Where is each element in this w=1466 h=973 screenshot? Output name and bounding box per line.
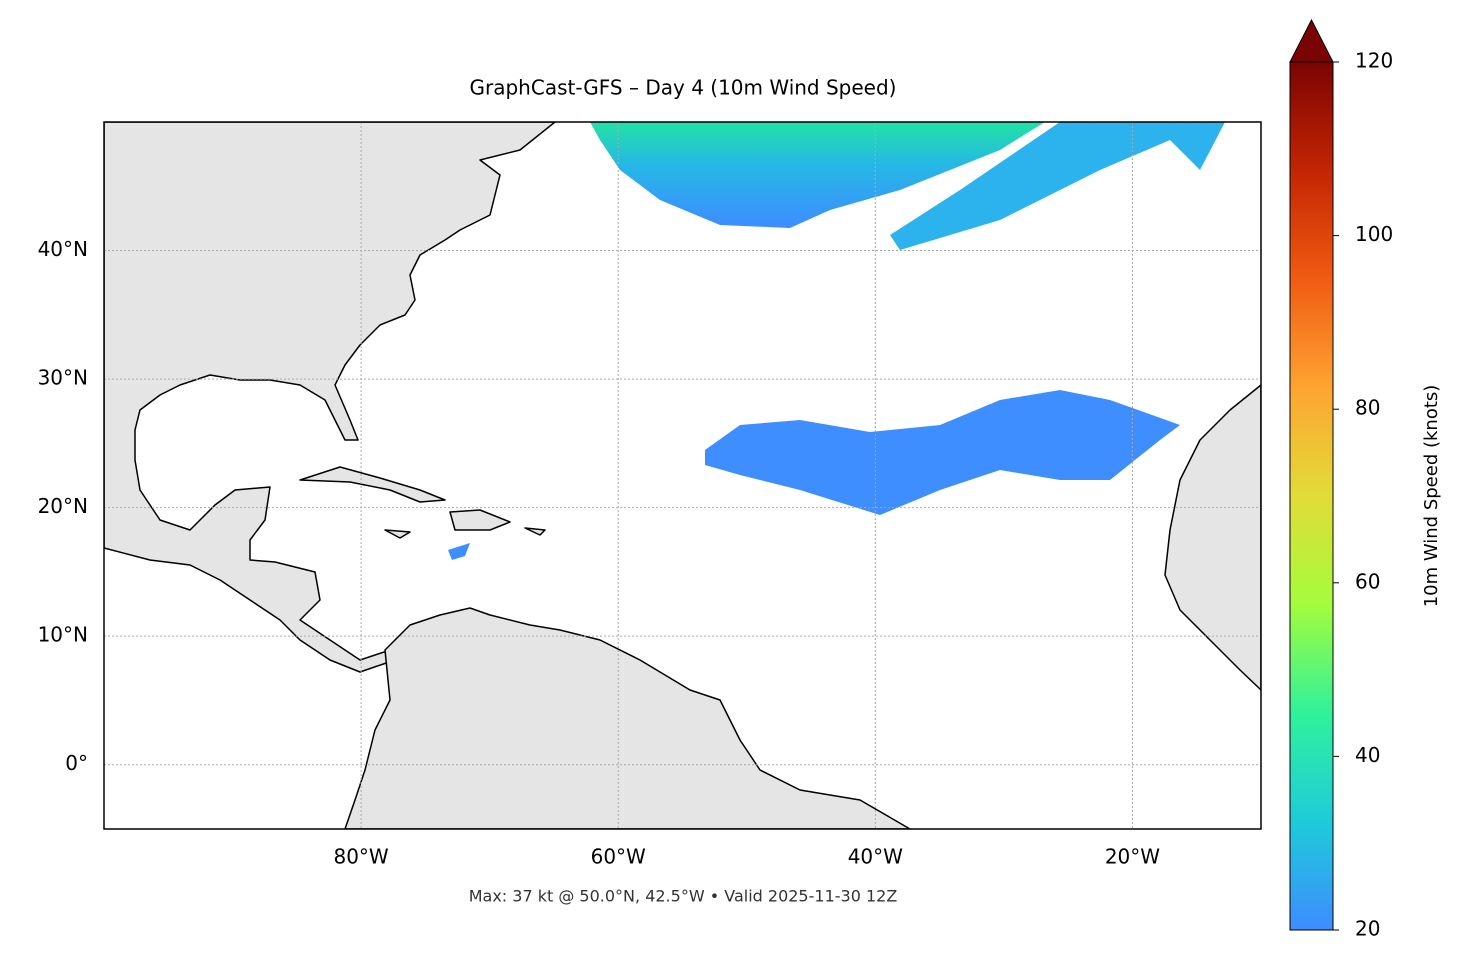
x-tick-label: 40°W [848,845,903,869]
grid [104,122,1261,829]
south-america [344,607,911,829]
cuba [299,466,446,503]
colorbar-tick-label: 40 [1355,743,1380,767]
colorbar-tick-label: 20 [1355,917,1380,941]
wind-area [705,390,1180,515]
x-tick-label: 20°W [1105,845,1160,869]
wind-area [590,122,1045,228]
y-tick-label: 30°N [38,366,88,390]
y-tick-label: 20°N [38,494,88,518]
jamaica [384,529,411,539]
colorbar-tick-label: 60 [1355,569,1380,593]
x-tick-label: 80°W [333,845,388,869]
footer-text: Max: 37 kt @ 50.0°N, 42.5°W • Valid 2025… [469,887,898,906]
y-tick-label: 10°N [38,623,88,647]
colorbar-tick-label: 100 [1355,222,1393,246]
y-tick-label: 0° [65,751,88,775]
wind-area [448,543,470,560]
colorbar-tick-label: 120 [1355,49,1393,73]
north-america [104,122,556,673]
hispaniola [449,509,511,531]
wind-area [890,122,1225,250]
colorbar-scale [1289,61,1334,931]
map-frame [103,121,1262,830]
africa [1164,384,1261,691]
y-tick-label: 40°N [38,237,88,261]
puerto-rico [524,527,546,536]
map-area [104,122,1261,829]
chart-title: GraphCast-GFS – Day 4 (10m Wind Speed) [470,76,897,100]
colorbar-extend [1289,18,1334,63]
colorbar: 20 40 60 80 100 120 [1289,18,1393,941]
colorbar-tick-label: 80 [1355,396,1380,420]
x-tick-label: 60°W [591,845,646,869]
colorbar-label: 10m Wind Speed (knots) [1421,385,1442,608]
